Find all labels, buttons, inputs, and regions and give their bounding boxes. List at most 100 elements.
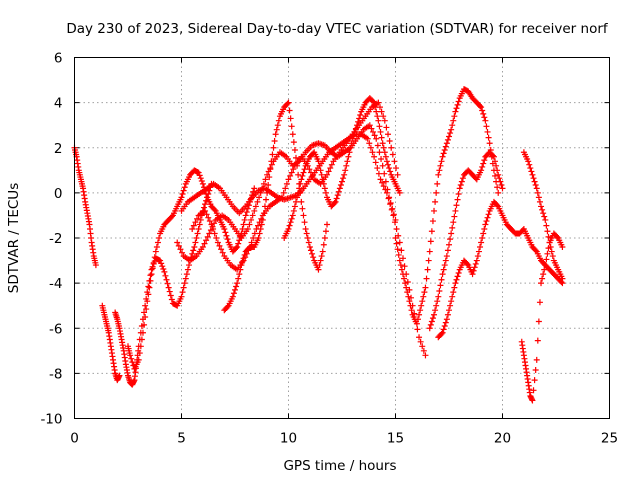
- data-point: [161, 268, 168, 275]
- data-point: [337, 181, 344, 188]
- data-point: [158, 260, 165, 267]
- data-point: [320, 180, 327, 187]
- data-point: [274, 122, 281, 129]
- data-point: [482, 117, 489, 124]
- data-point: [417, 307, 424, 314]
- y-tick-label: 0: [54, 186, 63, 202]
- data-point: [375, 170, 382, 177]
- data-point: [272, 131, 279, 138]
- data-point: [395, 251, 402, 258]
- data-point: [294, 162, 301, 169]
- data-point: [539, 275, 546, 282]
- data-point: [490, 153, 497, 160]
- data-point: [260, 210, 267, 217]
- data-point: [150, 259, 157, 266]
- data-point: [389, 151, 396, 158]
- data-point: [136, 350, 143, 357]
- data-point: [317, 257, 324, 264]
- data-point: [492, 172, 499, 179]
- data-point: [287, 219, 294, 226]
- data-point: [331, 200, 338, 207]
- data-point: [429, 218, 436, 225]
- data-point: [318, 171, 325, 178]
- data-point: [192, 219, 199, 226]
- data-point: [315, 266, 322, 273]
- data-point: [201, 240, 208, 247]
- data-point: [194, 215, 201, 222]
- data-point: [292, 154, 299, 161]
- data-point: [495, 171, 502, 178]
- data-point: [446, 241, 452, 248]
- data-point: [191, 244, 198, 251]
- data-point: [428, 228, 435, 235]
- data-point: [484, 214, 491, 221]
- data-point: [285, 225, 292, 232]
- data-point: [141, 321, 148, 328]
- data-point: [456, 185, 463, 192]
- data-point: [291, 147, 298, 154]
- data-point: [448, 298, 455, 305]
- y-tick-label: -6: [49, 321, 62, 337]
- data-point: [473, 257, 480, 264]
- data-point: [438, 158, 445, 165]
- data-point: [386, 165, 393, 172]
- data-point: [127, 352, 134, 359]
- data-point: [447, 302, 454, 309]
- data-point: [451, 213, 458, 220]
- data-point: [531, 178, 538, 185]
- data-point: [440, 266, 447, 273]
- data-point: [181, 184, 188, 191]
- data-point: [479, 107, 486, 114]
- data-point: [390, 211, 397, 218]
- data-point: [255, 222, 262, 229]
- data-point: [384, 186, 391, 193]
- data-point: [143, 306, 150, 313]
- data-point: [259, 185, 266, 192]
- data-point: [166, 288, 173, 295]
- data-point: [538, 280, 545, 287]
- data-point: [271, 137, 278, 144]
- data-point: [139, 329, 146, 336]
- data-point: [254, 198, 261, 205]
- data-point: [251, 185, 258, 192]
- data-point: [399, 271, 406, 278]
- data-point: [221, 225, 228, 232]
- data-point: [464, 260, 471, 267]
- data-point: [349, 135, 356, 142]
- data-point: [232, 286, 238, 293]
- data-point: [378, 156, 385, 163]
- series-track-i: [281, 95, 403, 241]
- data-point: [474, 253, 481, 260]
- data-point: [316, 262, 323, 269]
- data-point: [195, 169, 202, 176]
- data-point: [434, 298, 441, 305]
- data-point: [285, 176, 292, 183]
- data-point: [543, 256, 550, 263]
- data-point: [534, 337, 541, 344]
- data-point: [299, 205, 306, 212]
- data-point: [339, 178, 345, 185]
- data-point: [180, 284, 187, 291]
- data-point: [175, 242, 182, 249]
- data-point: [407, 302, 414, 309]
- data-point: [538, 203, 545, 210]
- data-point: [159, 263, 166, 270]
- data-point: [379, 140, 386, 147]
- data-point: [206, 218, 213, 225]
- data-point: [374, 113, 381, 120]
- data-point: [548, 248, 555, 255]
- data-point: [194, 230, 201, 237]
- data-point: [336, 185, 343, 192]
- data-point: [540, 271, 547, 278]
- data-point: [437, 282, 444, 289]
- data-point: [452, 108, 459, 115]
- data-point: [374, 142, 381, 149]
- data-point: [197, 216, 204, 223]
- data-point: [356, 115, 363, 122]
- data-point: [452, 207, 459, 214]
- data-point: [477, 103, 484, 110]
- data-point: [497, 178, 504, 185]
- data-point: [211, 206, 218, 213]
- data-point: [182, 275, 189, 282]
- data-point: [434, 180, 441, 187]
